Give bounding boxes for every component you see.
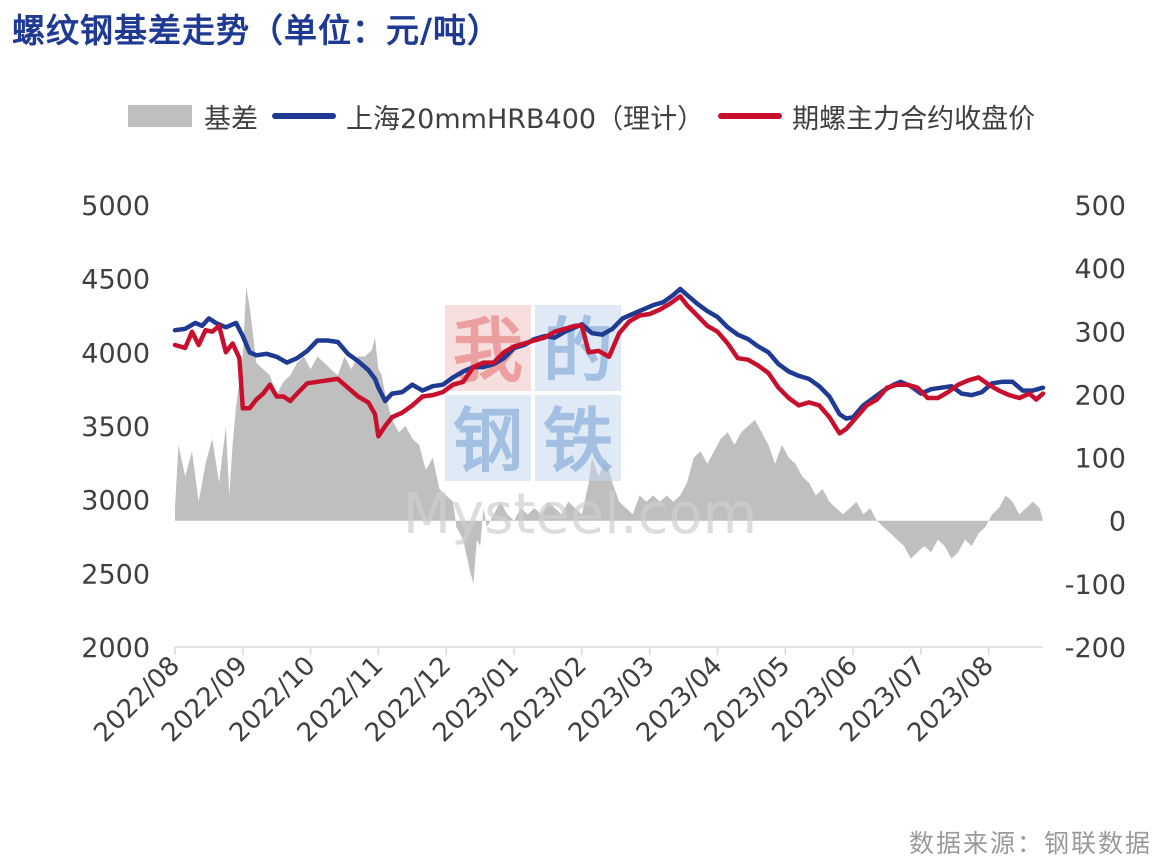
legend-label-futures: 期螺主力合约收盘价 — [792, 103, 1036, 135]
legend-item-spot: 上海20mmHRB400（理计） — [272, 97, 704, 136]
y-right-tick-label: -200 — [1065, 633, 1126, 664]
legend-label-spot: 上海20mmHRB400（理计） — [346, 103, 705, 135]
watermark-text: Mysteel.com — [403, 482, 757, 547]
y-left-tick-label: 4000 — [81, 338, 150, 369]
y-left-tick-label: 2000 — [81, 633, 150, 664]
watermark-tile — [535, 395, 621, 481]
y-left-tick-label: 5000 — [81, 191, 150, 222]
y-right-tick-label: 200 — [1074, 380, 1126, 411]
y-right-tick-label: 0 — [1109, 507, 1126, 538]
y-right-tick-label: 100 — [1074, 444, 1126, 475]
chart-title: 螺纹钢基差走势（单位：元/吨） — [12, 11, 502, 50]
legend-swatch-spot — [272, 113, 336, 119]
legend-item-basis: 基差 — [128, 97, 258, 136]
y-left-tick-label: 4500 — [81, 265, 150, 296]
legend-label-basis: 基差 — [204, 103, 258, 135]
source-note: 数据来源：钢联数据 — [908, 829, 1152, 858]
y-left-tick-label: 3000 — [81, 486, 150, 517]
y-left-tick-label: 2500 — [81, 559, 150, 590]
y-right-tick-label: 400 — [1074, 254, 1126, 285]
y-right-tick-label: 300 — [1074, 317, 1126, 348]
legend-swatch-futures — [718, 113, 783, 119]
watermark-tile — [445, 395, 531, 481]
y-right-tick-label: -100 — [1065, 570, 1126, 601]
chart-legend: 基差 上海20mmHRB400（理计） 期螺主力合约收盘价 — [128, 97, 1049, 136]
y-left-tick-label: 3500 — [81, 412, 150, 443]
legend-item-futures: 期螺主力合约收盘价 — [718, 97, 1035, 136]
basis-area — [175, 287, 1043, 584]
watermark-tile — [535, 305, 621, 391]
y-right-tick-label: 500 — [1074, 191, 1126, 222]
futures-price-line — [172, 294, 1046, 439]
watermark-char: 钢 — [453, 400, 523, 482]
watermark-char: 铁 — [543, 400, 613, 482]
legend-swatch-basis — [128, 105, 192, 127]
